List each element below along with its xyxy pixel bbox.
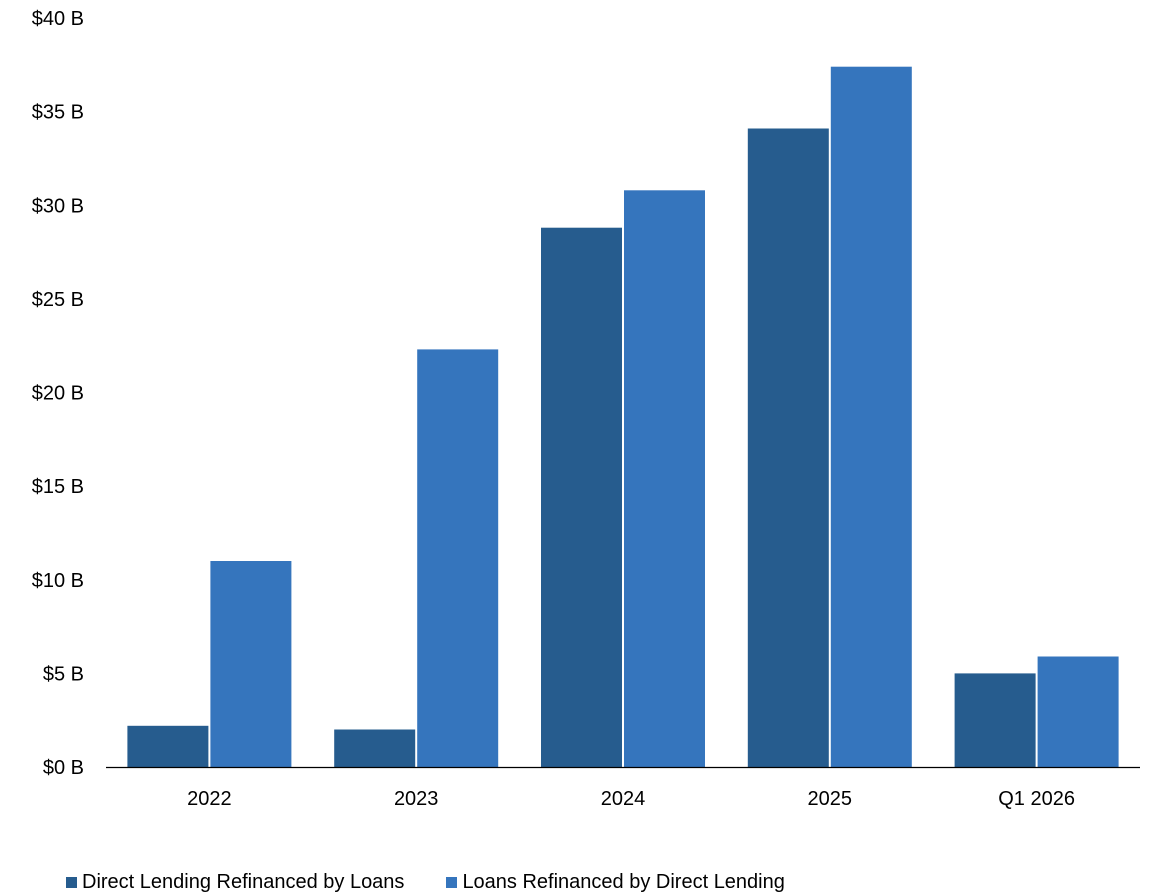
bar-loans-refinanced-2022: [210, 561, 292, 767]
x-tick-label: 2023: [394, 788, 439, 810]
legend: Direct Lending Refinanced by Loans Loans…: [66, 868, 827, 895]
y-tick-label: $15 B: [32, 476, 84, 498]
x-tick-label: 2022: [187, 788, 232, 810]
y-tick-label: $35 B: [32, 102, 84, 124]
y-tick-label: $40 B: [32, 8, 84, 30]
bar-loans-refinanced-2023: [417, 349, 499, 767]
bar-direct-lending-refinanced-2023: [334, 729, 416, 767]
legend-item-direct-lending-refinanced: Direct Lending Refinanced by Loans: [66, 871, 404, 894]
bars: [127, 66, 1119, 768]
legend-swatch: [66, 876, 77, 888]
y-tick-label: $25 B: [32, 289, 84, 311]
y-axis: $0 B $5 B $10 B $15 B $20 B $25 B $30 B $35 B $4…: [32, 8, 84, 779]
y-tick-label: $10 B: [32, 570, 84, 592]
bar-direct-lending-refinanced-2024: [541, 227, 622, 767]
x-axis: 2022 2023 2024 2025 Q1 2026: [187, 788, 1075, 810]
bar-loans-refinanced-2025: [830, 66, 912, 767]
bar-loans-refinanced-q1-2026: [1037, 656, 1119, 767]
bar-loans-refinanced-2024: [624, 190, 705, 768]
x-tick-label: 2025: [808, 788, 853, 810]
y-tick-label: $30 B: [32, 195, 84, 217]
legend-label: Loans Refinanced by Direct Lending: [462, 870, 785, 893]
y-tick-label: $5 B: [43, 663, 84, 685]
x-tick-label: 2024: [601, 788, 646, 810]
y-tick-label: $0 B: [43, 757, 84, 779]
legend-label: Direct Lending Refinanced by Loans: [82, 870, 405, 893]
bar-direct-lending-refinanced-2022: [127, 725, 209, 767]
bar-direct-lending-refinanced-2025: [747, 128, 829, 767]
bar-direct-lending-refinanced-q1-2026: [954, 673, 1036, 767]
x-tick-label: Q1 2026: [998, 788, 1075, 810]
y-tick-label: $20 B: [32, 383, 84, 405]
legend-swatch: [446, 876, 458, 888]
legend-item-loans-refinanced: Loans Refinanced by Direct Lending: [446, 870, 785, 894]
